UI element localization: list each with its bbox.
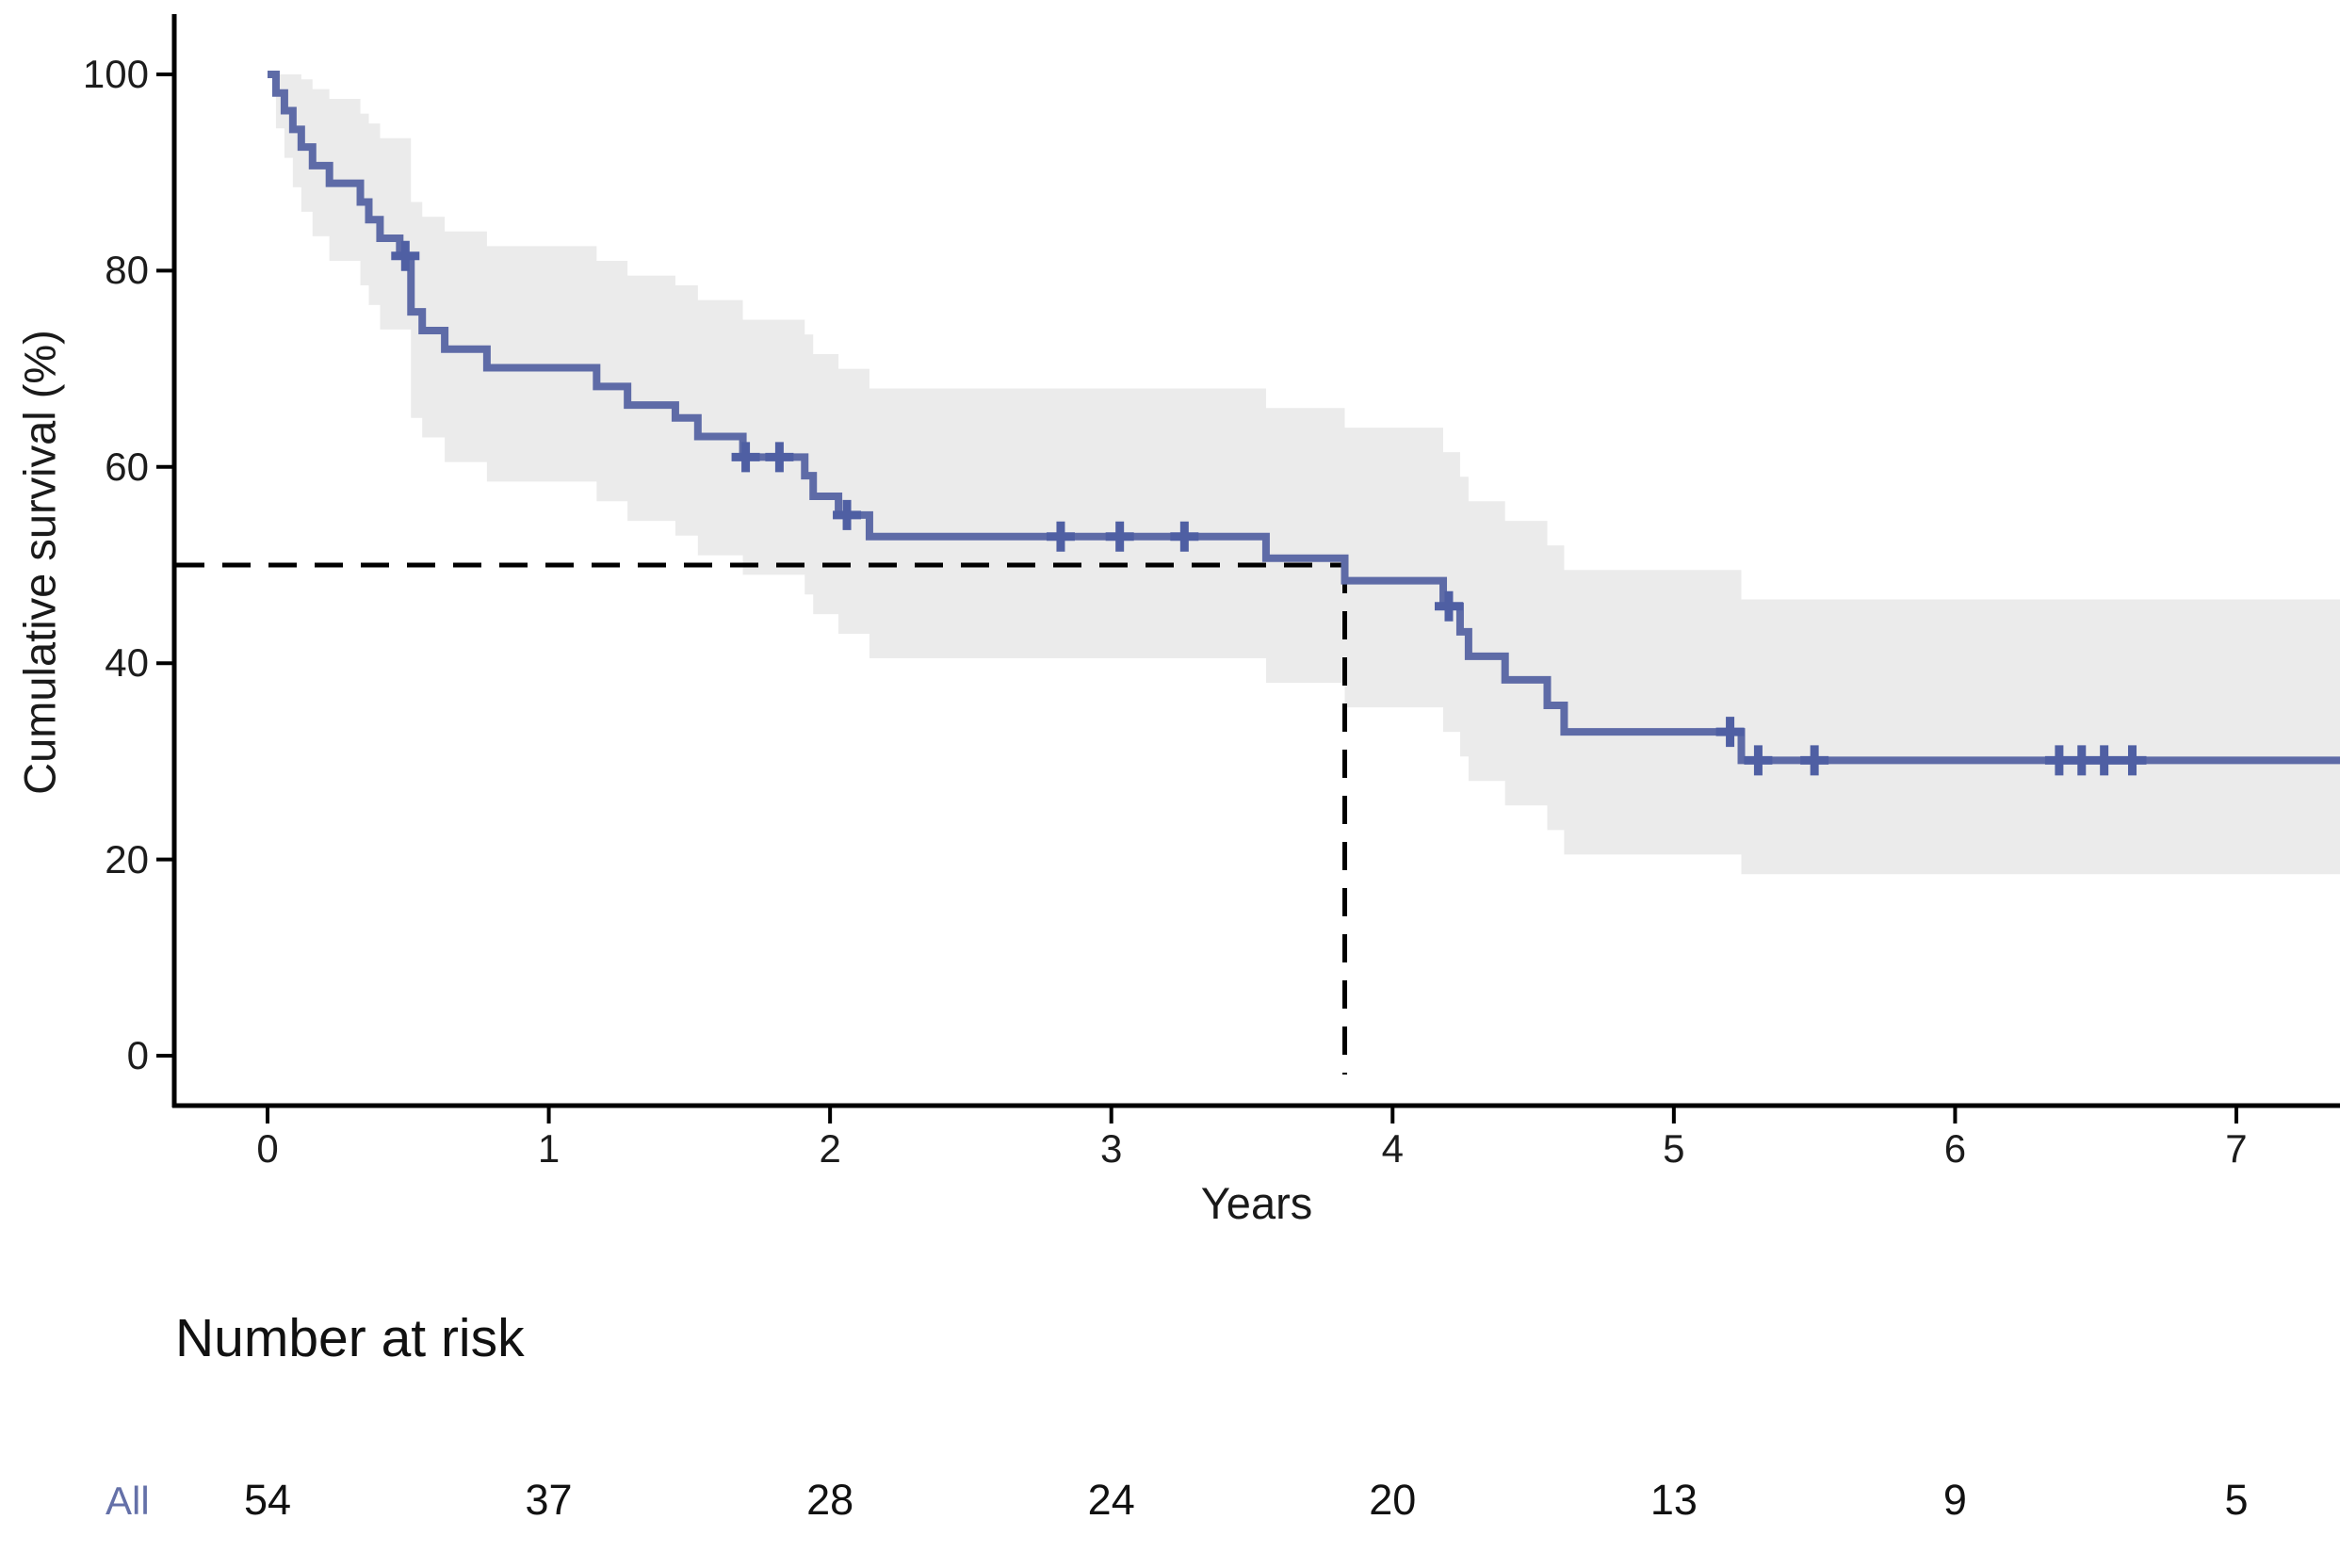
y-tick-label: 100	[82, 52, 149, 96]
risk-count: 9	[1942, 1476, 1967, 1524]
confidence-band	[268, 74, 2340, 875]
censor-marks	[391, 240, 2147, 776]
x-tick-label: 7	[2225, 1126, 2248, 1171]
x-tick-label: 2	[819, 1126, 841, 1171]
x-tick-label: 4	[1381, 1126, 1404, 1171]
survival-curve	[268, 71, 2340, 765]
x-tick-label: 0	[256, 1126, 279, 1171]
y-tick-label: 40	[105, 640, 149, 686]
risk-count: 5	[2224, 1476, 2249, 1524]
y-tick-label: 60	[105, 444, 149, 489]
risk-count: 24	[1087, 1476, 1135, 1524]
y-tick-label: 0	[126, 1033, 149, 1077]
risk-table-title: Number at risk	[175, 1308, 525, 1368]
x-tick-label: 3	[1100, 1126, 1123, 1171]
risk-count: 13	[1649, 1476, 1698, 1524]
risk-group-label: All	[106, 1479, 150, 1523]
risk-count: 37	[525, 1476, 573, 1524]
risk-count: 20	[1369, 1476, 1417, 1524]
risk-count: 54	[243, 1476, 292, 1524]
y-tick-label: 20	[105, 836, 149, 881]
x-tick-label: 5	[1663, 1126, 1685, 1171]
x-tick-label: 1	[537, 1126, 561, 1171]
risk-count: 28	[806, 1476, 854, 1524]
x-tick-label: 6	[1943, 1126, 1967, 1171]
y-tick-label: 80	[105, 248, 149, 293]
y-axis-title: Cumulative survival (%)	[14, 330, 65, 795]
x-axis-title: Years	[1200, 1178, 1313, 1228]
